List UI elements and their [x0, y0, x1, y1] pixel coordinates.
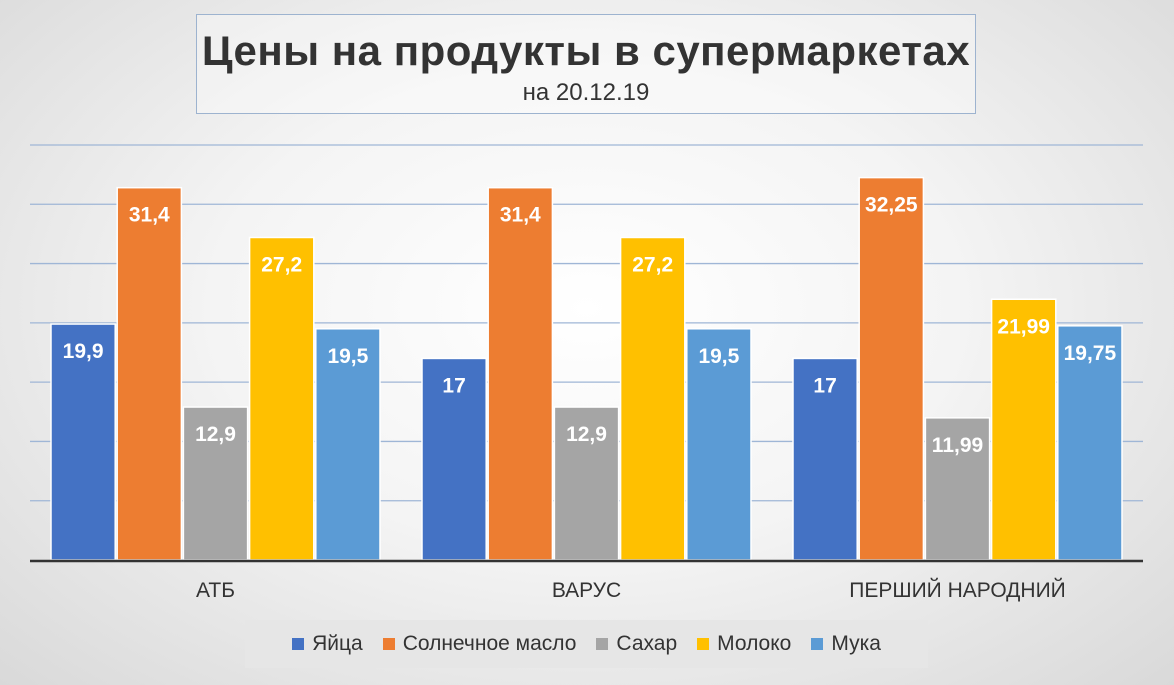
legend-swatch	[811, 638, 824, 650]
x-tick-label: АТБ	[196, 579, 235, 602]
data-label: 21,99	[997, 315, 1050, 338]
data-label: 31,4	[500, 204, 541, 227]
legend-swatch	[697, 638, 710, 650]
bar-молоко	[248, 236, 315, 561]
data-label: 12,9	[195, 423, 236, 446]
chart-title: Цены на продукты в супермаркетах	[201, 27, 971, 74]
bars	[50, 176, 1123, 561]
bar-яйца	[792, 357, 858, 561]
x-tick-label: ВАРУС	[552, 579, 621, 602]
legend-item: Яйца	[292, 632, 363, 656]
x-axis-tick-labels: АТБ ВАРУС ПЕРШИЙ НАРОДНИЙ	[196, 578, 1066, 602]
bar-молоко	[990, 298, 1057, 561]
data-label: 11,99	[932, 434, 983, 457]
chart-subtitle: на 20.12.19	[522, 79, 650, 106]
bar-молоко	[619, 236, 686, 561]
legend-item: Молоко	[697, 632, 791, 656]
data-label: 12,9	[566, 423, 607, 446]
legend-item: Сахар	[596, 632, 677, 656]
data-label: 27,2	[632, 253, 673, 276]
data-label: 32,25	[865, 194, 918, 217]
chart-title-box: Цены на продукты в супермаркетах на 20.1…	[196, 14, 976, 114]
bar-солнечное-масло	[487, 186, 554, 561]
bar-яйца	[421, 357, 487, 561]
bar-солнечное-масло	[116, 186, 183, 561]
legend-item: Солнечное масло	[382, 632, 577, 656]
legend-label: Мука	[831, 632, 881, 655]
data-label: 17	[442, 374, 465, 397]
bar-сахар	[924, 417, 991, 561]
bar-мука	[686, 328, 752, 561]
data-label: 19,75	[1064, 342, 1117, 365]
data-label: 31,4	[129, 204, 170, 227]
bar-солнечное-масло	[858, 176, 925, 561]
legend-label: Солнечное масло	[402, 632, 577, 655]
bar-сахар	[182, 406, 249, 561]
legend-swatch	[292, 638, 305, 650]
bar-сахар	[553, 406, 620, 561]
bar-мука	[1057, 325, 1123, 561]
x-tick-label: ПЕРШИЙ НАРОДНИЙ	[849, 578, 1066, 602]
legend-label: Яйца	[312, 632, 363, 655]
legend-label: Сахар	[616, 632, 678, 655]
data-labels: 19,9 31,4 12,9 27,2 19,5 17 31,4 12,9 27,2 19,5 17…	[63, 194, 1117, 457]
legend-item: Мука	[811, 632, 881, 656]
data-label: 19,5	[698, 345, 739, 368]
legend-swatch	[382, 638, 395, 650]
legend-swatch	[596, 638, 609, 650]
data-label: 17	[813, 374, 836, 397]
legend-label: Молоко	[717, 632, 792, 655]
bar-мука	[315, 328, 381, 561]
legend: Яйца Солнечное масло Сахар Молоко Мука	[245, 620, 928, 668]
data-label: 27,2	[261, 253, 302, 276]
data-label: 19,9	[63, 340, 104, 363]
data-label: 19,5	[327, 345, 368, 368]
